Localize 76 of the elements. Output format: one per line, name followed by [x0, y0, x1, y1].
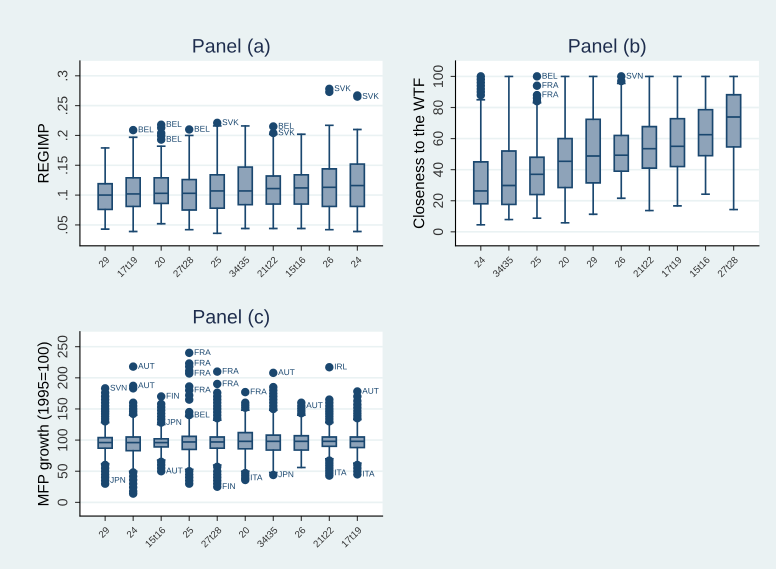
- y-tick-label: .2: [58, 130, 68, 140]
- data-label: FRA: [194, 370, 211, 376]
- data-label: IRL: [334, 364, 347, 370]
- data-label: FRA: [542, 91, 558, 98]
- data-label: FIN: [222, 483, 235, 489]
- data-label: BEL: [166, 121, 182, 127]
- x-tick-label: 20: [558, 256, 570, 268]
- y-tick-label: 50: [58, 464, 68, 478]
- y-tick-label: .15: [58, 156, 68, 174]
- y-tick-label: 100: [433, 65, 444, 87]
- x-tick-label: 24: [474, 256, 486, 268]
- y-tick-label: .3: [58, 70, 68, 80]
- data-label: AUT: [278, 369, 295, 376]
- chart-title: Panel (b): [569, 38, 646, 57]
- y-tick-label: .1: [58, 190, 68, 200]
- x-tick-label: 29: [98, 526, 110, 538]
- y-tick-label: 80: [433, 100, 444, 115]
- data-label: FRA: [194, 349, 211, 356]
- data-label: AUT: [138, 363, 155, 369]
- data-label: BEL: [542, 72, 558, 79]
- y-tick-label: .25: [58, 96, 68, 114]
- data-label: FRA: [194, 386, 211, 392]
- data-label: FRA: [542, 82, 558, 88]
- data-label: SVK: [362, 93, 379, 99]
- x-tick-label: 20: [238, 526, 250, 538]
- data-label: AUT: [138, 382, 155, 388]
- x-tick-label: 29: [586, 256, 598, 268]
- y-tick-label: 0: [58, 499, 68, 506]
- y-tick-label: 0: [433, 228, 444, 236]
- chart-title: Panel (a): [193, 38, 270, 57]
- data-label: JPN: [278, 471, 294, 478]
- chart-title: Panel (c): [194, 309, 269, 328]
- y-tick-label: 250: [58, 336, 68, 358]
- data-label: SVN: [626, 72, 643, 79]
- data-label: AUT: [306, 402, 323, 408]
- y-tick-label: 20: [433, 194, 444, 208]
- data-label: FRA: [194, 360, 211, 366]
- y-tick-label: 150: [58, 398, 68, 420]
- data-label: FRA: [222, 368, 239, 374]
- data-label: JPN: [110, 477, 126, 483]
- y-axis-title: Closeness to the WTF: [413, 78, 424, 228]
- data-label: FRA: [222, 380, 239, 386]
- data-label: ITA: [250, 474, 262, 480]
- x-tick-label: 26: [322, 256, 334, 268]
- y-axis-title: REGIMP: [38, 124, 49, 182]
- data-label: BEL: [194, 126, 210, 132]
- y-tick-label: 60: [433, 131, 444, 146]
- data-label: FRA: [250, 388, 267, 394]
- data-label: BEL: [278, 122, 294, 129]
- data-label: SVK: [222, 119, 239, 126]
- data-label: ITA: [334, 470, 347, 476]
- data-label: ITA: [362, 470, 375, 477]
- x-tick-label: 20: [154, 256, 166, 268]
- y-axis-title: MFP growth (1995=100): [37, 342, 52, 506]
- data-label: SVK: [278, 129, 295, 136]
- x-tick-label: 24: [350, 256, 362, 268]
- x-tick-label: 26: [294, 526, 306, 538]
- x-tick-label: 25: [210, 256, 222, 268]
- data-label: SVK: [334, 85, 351, 92]
- data-label: BEL: [138, 126, 154, 132]
- x-tick-label: 25: [182, 526, 194, 538]
- y-tick-label: 200: [58, 366, 68, 389]
- x-tick-label: 24: [126, 526, 138, 538]
- y-tick-label: 40: [433, 162, 444, 178]
- x-tick-label: 29: [98, 256, 110, 268]
- data-label: FIN: [166, 392, 179, 399]
- data-label: AUT: [166, 468, 183, 474]
- data-label: AUT: [362, 388, 379, 394]
- x-tick-label: 26: [614, 256, 626, 268]
- data-label: SVN: [110, 384, 126, 391]
- data-label: JPN: [166, 419, 182, 425]
- y-tick-label: 100: [58, 429, 68, 451]
- x-tick-label: 25: [530, 256, 542, 268]
- data-label: BEL: [166, 136, 182, 142]
- y-tick-label: .05: [58, 216, 68, 234]
- data-label: BEL: [194, 412, 210, 418]
